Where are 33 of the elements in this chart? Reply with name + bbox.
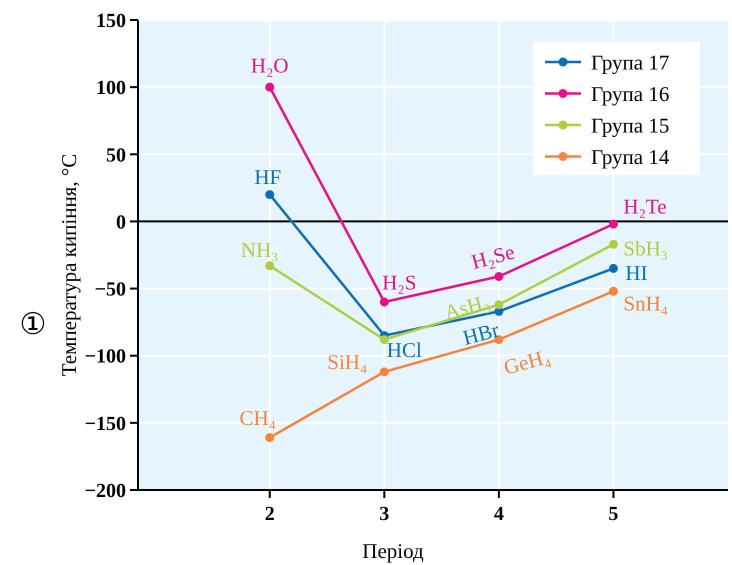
annotation: CH₄ xyxy=(240,406,276,430)
x-tick-label: 2 xyxy=(264,503,275,525)
y-tick-label: 100 xyxy=(96,77,126,100)
x-tick-label: 4 xyxy=(494,503,504,525)
legend-label: Група 17 xyxy=(591,50,670,74)
x-tick-label: 5 xyxy=(608,503,618,525)
annotation: HBr xyxy=(460,317,502,350)
annotation: SbH₃ xyxy=(623,236,668,261)
annotation: SnH₄ xyxy=(623,292,668,316)
y-tick-label: −50 xyxy=(94,278,126,301)
annotation: H₂O xyxy=(250,53,289,78)
x-axis-title: Період xyxy=(362,539,424,563)
annotation: GeH₄ xyxy=(501,344,553,380)
annotation: H₂Te xyxy=(623,194,667,218)
annotation: HF xyxy=(254,164,282,189)
annotation: HCl xyxy=(386,338,422,362)
y-tick-label: 0 xyxy=(116,211,126,234)
text: ① xyxy=(20,306,46,342)
legend-label: Група 14 xyxy=(591,144,670,169)
y-tick-label: −150 xyxy=(84,412,126,435)
legend-label: Група 15 xyxy=(591,113,670,138)
y-tick-label: −200 xyxy=(84,480,126,502)
y-tick-label: 50 xyxy=(106,144,126,166)
annotation: SiH₄ xyxy=(327,350,368,374)
y-tick-label: 150 xyxy=(96,10,126,32)
annotation: NH₃ xyxy=(240,238,279,262)
annotation: HI xyxy=(625,260,648,285)
legend-label: Група 16 xyxy=(591,82,670,106)
x-tick-label: 3 xyxy=(379,503,390,525)
y-tick-label: −100 xyxy=(84,346,126,368)
annotation: H₂Se xyxy=(468,240,518,274)
annotation: H₂S xyxy=(382,270,416,294)
y-axis-title: Температура кипіння, °C xyxy=(57,154,81,376)
